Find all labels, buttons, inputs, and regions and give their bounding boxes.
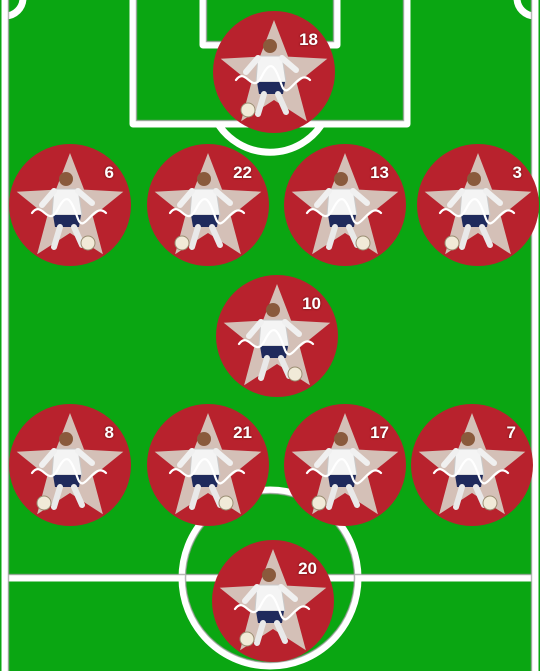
player-card-art bbox=[147, 404, 269, 526]
soccer-ball-icon bbox=[36, 495, 52, 511]
jersey-number: 7 bbox=[506, 423, 516, 442]
soccer-ball-icon bbox=[444, 235, 460, 251]
autograph-signature bbox=[168, 458, 246, 485]
autograph-signature bbox=[305, 458, 383, 485]
autograph-signature bbox=[30, 198, 108, 225]
player-card-art bbox=[411, 404, 533, 526]
player-token-22[interactable]: 22 bbox=[146, 143, 270, 267]
center-circle bbox=[178, 486, 362, 670]
soccer-ball-icon bbox=[482, 495, 498, 511]
jersey-number: 22 bbox=[233, 163, 252, 182]
soccer-ball-icon bbox=[355, 235, 371, 251]
player-card-art bbox=[147, 144, 269, 266]
player-token-20[interactable]: 20 bbox=[211, 539, 335, 663]
autograph-signature bbox=[305, 198, 383, 225]
player-card-art bbox=[417, 144, 539, 266]
player-token-18[interactable]: 18 bbox=[212, 10, 336, 134]
player-token-7[interactable]: 7 bbox=[410, 403, 534, 527]
player-figure bbox=[441, 432, 497, 510]
corner-arc-right bbox=[513, 0, 536, 20]
player-card-art bbox=[284, 404, 406, 526]
soccer-ball-icon bbox=[218, 495, 234, 511]
player-token-17[interactable]: 17 bbox=[283, 403, 407, 527]
player-token-6[interactable]: 6 bbox=[8, 143, 132, 267]
player-token-13[interactable]: 13 bbox=[283, 143, 407, 267]
corner-arc-left bbox=[4, 0, 27, 20]
jersey-number: 13 bbox=[370, 163, 389, 182]
player-figure bbox=[246, 303, 302, 381]
jersey-number: 21 bbox=[233, 423, 252, 442]
autograph-signature bbox=[432, 458, 510, 485]
jersey-number: 8 bbox=[104, 423, 114, 442]
soccer-ball-icon bbox=[239, 631, 255, 647]
jersey-number: 18 bbox=[299, 30, 318, 49]
soccer-ball-icon bbox=[174, 235, 190, 251]
player-figure bbox=[314, 432, 370, 510]
player-token-8[interactable]: 8 bbox=[8, 403, 132, 527]
player-card-art bbox=[216, 275, 338, 397]
player-card-art bbox=[9, 404, 131, 526]
soccer-ball-icon bbox=[80, 235, 96, 251]
autograph-signature bbox=[233, 594, 311, 621]
soccer-ball-icon bbox=[287, 366, 303, 382]
player-token-3[interactable]: 3 bbox=[416, 143, 540, 267]
jersey-number: 17 bbox=[370, 423, 389, 442]
autograph-signature bbox=[438, 198, 516, 225]
player-figure bbox=[177, 172, 233, 250]
player-card-art bbox=[284, 144, 406, 266]
soccer-ball-icon bbox=[311, 495, 327, 511]
jersey-number: 6 bbox=[104, 163, 114, 182]
autograph-signature bbox=[168, 198, 246, 225]
autograph-signature bbox=[30, 458, 108, 485]
jersey-number: 10 bbox=[302, 294, 321, 313]
soccer-ball-icon bbox=[240, 102, 256, 118]
autograph-signature bbox=[234, 65, 312, 92]
autograph-signature bbox=[237, 329, 315, 356]
penalty-arc bbox=[215, 122, 325, 156]
player-token-21[interactable]: 21 bbox=[146, 403, 270, 527]
jersey-number: 20 bbox=[298, 559, 317, 578]
player-card-art bbox=[213, 11, 335, 133]
player-card-art bbox=[9, 144, 131, 266]
player-card-art bbox=[212, 540, 334, 662]
player-token-10[interactable]: 10 bbox=[215, 274, 339, 398]
jersey-number: 3 bbox=[512, 163, 522, 182]
